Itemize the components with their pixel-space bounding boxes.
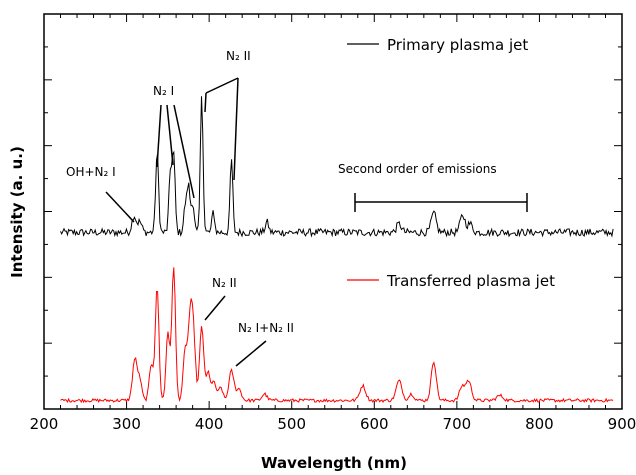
annotation-n2ii-top: N₂ II bbox=[226, 49, 251, 63]
series-line-primary bbox=[60, 96, 614, 238]
x-tick-label: 200 bbox=[30, 415, 59, 433]
plot-frame bbox=[43, 13, 623, 410]
series-group bbox=[60, 96, 614, 404]
legend-primary: Primary plasma jet bbox=[347, 36, 528, 54]
x-axis-title: Wavelength (nm) bbox=[261, 454, 407, 472]
x-tick-label: 800 bbox=[525, 415, 554, 433]
n2i-pointer-1 bbox=[156, 104, 162, 168]
n2ii-pointer-bar bbox=[205, 77, 239, 94]
n2i-pointer-3 bbox=[173, 104, 195, 199]
legend-label-transferred: Transferred plasma jet bbox=[386, 272, 555, 290]
x-tick-label: 600 bbox=[360, 415, 389, 433]
annotation-second-order: Second order of emissions bbox=[338, 162, 497, 176]
y-axis-title: Intensity (a. u.) bbox=[8, 146, 26, 278]
n2ii-pointer-2 bbox=[233, 77, 239, 181]
oh-pointer bbox=[105, 191, 135, 223]
legend-label-primary: Primary plasma jet bbox=[387, 36, 528, 54]
n2i-pointer-2 bbox=[166, 104, 174, 166]
x-tick-label: 300 bbox=[112, 415, 141, 433]
axis-ticks bbox=[43, 13, 623, 410]
annotation-oh-n2: OH+N₂ I bbox=[66, 165, 116, 179]
annotation-n2i-top: N₂ I bbox=[153, 84, 174, 98]
annotation-n2i-n2ii-bottom: N₂ I+N₂ II bbox=[238, 321, 294, 335]
annotation-n2ii-bottom: N₂ II bbox=[212, 276, 237, 290]
x-tick-label: 400 bbox=[195, 415, 224, 433]
series-line-transferred bbox=[60, 267, 614, 404]
x-tick-label: 700 bbox=[443, 415, 472, 433]
n2ii-pointer-1 bbox=[204, 92, 207, 113]
n2i-n2ii-bottom-pointer bbox=[235, 340, 267, 367]
x-tick-labels: 200 300 400 500 600 700 800 900 bbox=[30, 415, 636, 433]
x-tick-label: 900 bbox=[608, 415, 636, 433]
x-tick-label: 500 bbox=[277, 415, 306, 433]
annotations bbox=[105, 77, 528, 367]
legend-transferred: Transferred plasma jet bbox=[347, 272, 555, 290]
n2ii-bottom-pointer bbox=[204, 295, 226, 321]
